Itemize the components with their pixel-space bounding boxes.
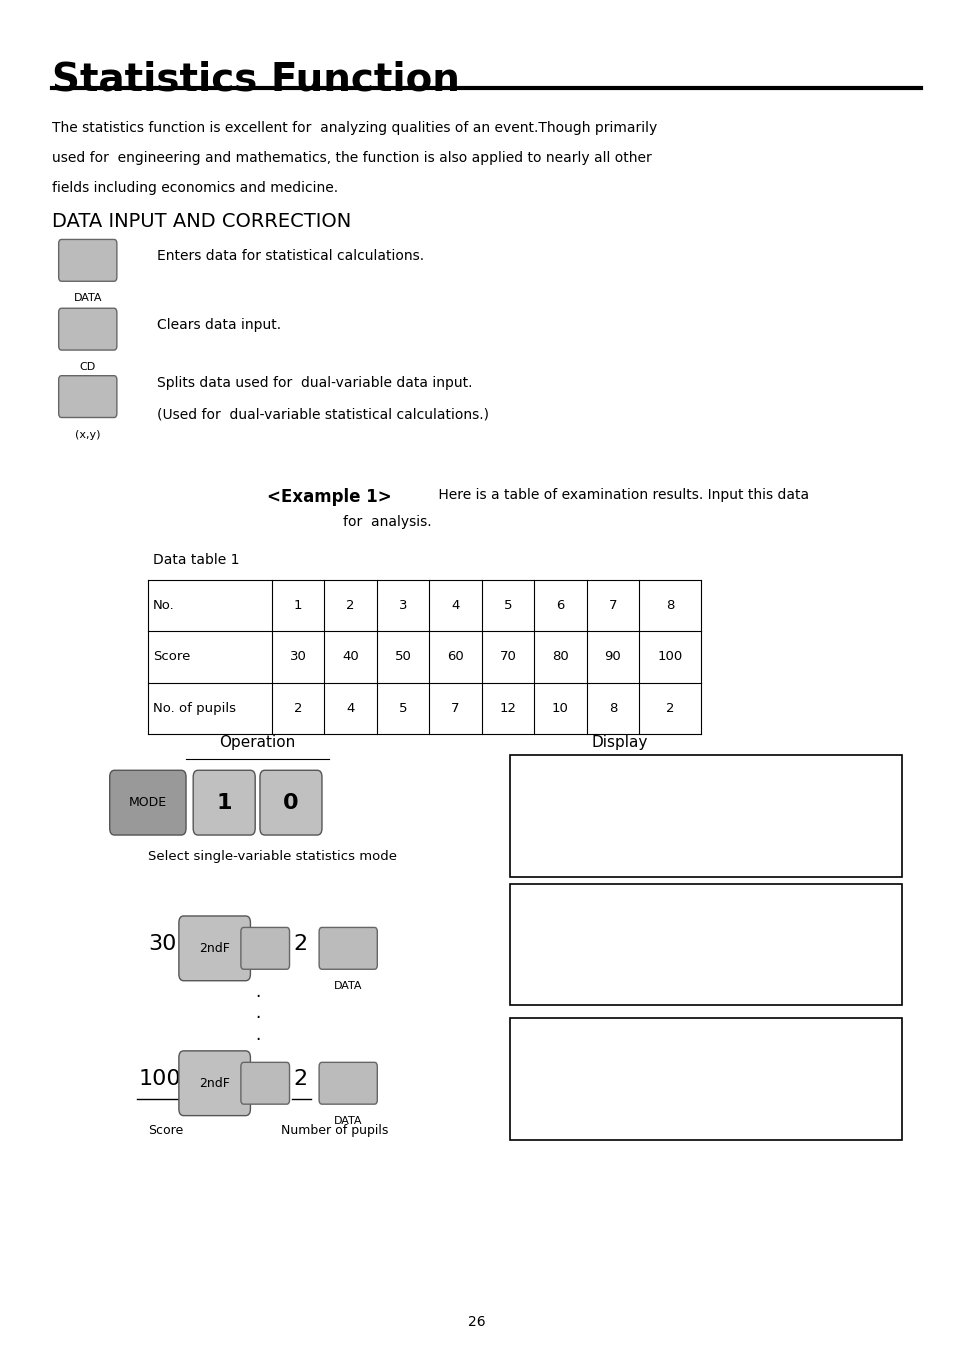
- Text: MODE: MODE: [129, 796, 167, 809]
- Text: 1.: 1.: [847, 966, 877, 994]
- Text: ’: ’: [252, 1063, 257, 1082]
- Text: Score: Score: [152, 650, 190, 664]
- Text: Statistics Function: Statistics Function: [52, 61, 460, 98]
- FancyBboxPatch shape: [240, 928, 289, 969]
- FancyBboxPatch shape: [178, 1051, 250, 1116]
- Text: 2: 2: [294, 701, 302, 715]
- Text: 5: 5: [503, 599, 512, 612]
- Text: .: .: [254, 1004, 260, 1023]
- Text: (x,y): (x,y): [75, 430, 100, 440]
- Text: DATA INPUT AND CORRECTION: DATA INPUT AND CORRECTION: [52, 212, 352, 231]
- Text: No. of pupils: No. of pupils: [152, 701, 235, 715]
- Text: Display: Display: [591, 735, 648, 750]
- Text: 40: 40: [342, 650, 358, 664]
- FancyBboxPatch shape: [59, 309, 116, 349]
- Text: <Example 1>: <Example 1>: [267, 488, 392, 506]
- FancyBboxPatch shape: [59, 376, 116, 418]
- Text: 4: 4: [451, 599, 459, 612]
- Text: Here is a table of examination results. Input this data: Here is a table of examination results. …: [434, 488, 808, 502]
- FancyBboxPatch shape: [59, 239, 116, 282]
- Text: 7: 7: [608, 599, 617, 612]
- FancyBboxPatch shape: [510, 1018, 901, 1140]
- Text: 50: 50: [395, 650, 411, 664]
- Text: DATA: DATA: [334, 1117, 362, 1126]
- Text: 2ndF: 2ndF: [199, 942, 230, 955]
- Text: used for  engineering and mathematics, the function is also applied to nearly al: used for engineering and mathematics, th…: [52, 151, 652, 165]
- Text: 0: 0: [283, 793, 298, 812]
- Text: Splits data used for  dual-variable data input.: Splits data used for dual-variable data …: [157, 376, 473, 390]
- Text: Operation: Operation: [219, 735, 295, 750]
- Text: .: .: [254, 982, 260, 1001]
- Text: DEG: DEG: [820, 1032, 839, 1041]
- FancyBboxPatch shape: [259, 770, 321, 835]
- Text: .: .: [254, 1025, 260, 1044]
- Text: 8: 8: [665, 599, 674, 612]
- Text: 10: 10: [552, 701, 568, 715]
- Text: DATA SET=: DATA SET=: [524, 1045, 601, 1059]
- FancyBboxPatch shape: [318, 1063, 376, 1103]
- Text: ’: ’: [252, 928, 257, 947]
- FancyBboxPatch shape: [240, 1063, 289, 1103]
- Text: The statistics function is excellent for  analyzing qualities of an event.Though: The statistics function is excellent for…: [52, 121, 657, 135]
- Text: Select single-variable statistics mode: Select single-variable statistics mode: [148, 850, 396, 863]
- Text: 4: 4: [346, 701, 355, 715]
- Text: 8: 8: [608, 701, 617, 715]
- Text: 6: 6: [556, 599, 564, 612]
- Text: 100: 100: [657, 650, 682, 664]
- Text: 3: 3: [398, 599, 407, 612]
- Text: Number of pupils: Number of pupils: [281, 1124, 389, 1137]
- Text: 100: 100: [138, 1070, 181, 1089]
- FancyBboxPatch shape: [178, 916, 250, 981]
- Text: (Used for  dual-variable statistical calculations.): (Used for dual-variable statistical calc…: [157, 407, 489, 421]
- Text: 80: 80: [552, 650, 568, 664]
- Text: 7: 7: [451, 701, 459, 715]
- Text: 12: 12: [499, 701, 516, 715]
- Text: CD: CD: [79, 362, 96, 372]
- Text: 2: 2: [294, 935, 308, 954]
- Text: 0.: 0.: [847, 838, 877, 866]
- FancyBboxPatch shape: [510, 884, 901, 1005]
- Text: 70: 70: [499, 650, 516, 664]
- Text: Enters data for statistical calculations.: Enters data for statistical calculations…: [157, 250, 424, 263]
- Text: No.: No.: [152, 599, 174, 612]
- FancyBboxPatch shape: [510, 755, 901, 877]
- Text: Data table 1: Data table 1: [152, 553, 239, 567]
- Text: 30: 30: [290, 650, 306, 664]
- Text: 8.: 8.: [847, 1101, 877, 1129]
- Text: STAT: STAT: [867, 769, 886, 778]
- Text: DATA SET=: DATA SET=: [524, 911, 601, 924]
- Text: DATA: DATA: [73, 293, 102, 304]
- Text: 26: 26: [468, 1315, 485, 1329]
- Text: DEG: DEG: [820, 897, 839, 907]
- Text: 1: 1: [216, 793, 232, 812]
- Text: STAT: STAT: [867, 1032, 886, 1041]
- Text: 60: 60: [447, 650, 463, 664]
- Text: DEG: DEG: [820, 769, 839, 778]
- Text: DATA: DATA: [334, 982, 362, 992]
- Text: Score: Score: [148, 1124, 183, 1137]
- Text: Stat 0: Stat 0: [524, 782, 566, 796]
- Text: 90: 90: [604, 650, 620, 664]
- Text: for  analysis.: for analysis.: [343, 515, 432, 529]
- Text: 2: 2: [665, 701, 674, 715]
- Text: 5: 5: [398, 701, 407, 715]
- FancyBboxPatch shape: [110, 770, 186, 835]
- Text: STAT: STAT: [867, 897, 886, 907]
- FancyBboxPatch shape: [193, 770, 254, 835]
- Text: 2: 2: [346, 599, 355, 612]
- Text: 2: 2: [294, 1070, 308, 1089]
- Text: fields including economics and medicine.: fields including economics and medicine.: [52, 181, 338, 194]
- FancyBboxPatch shape: [318, 928, 376, 969]
- Text: Clears data input.: Clears data input.: [157, 318, 281, 332]
- Text: 1: 1: [294, 599, 302, 612]
- Text: 30: 30: [148, 935, 176, 954]
- Text: 2ndF: 2ndF: [199, 1077, 230, 1090]
